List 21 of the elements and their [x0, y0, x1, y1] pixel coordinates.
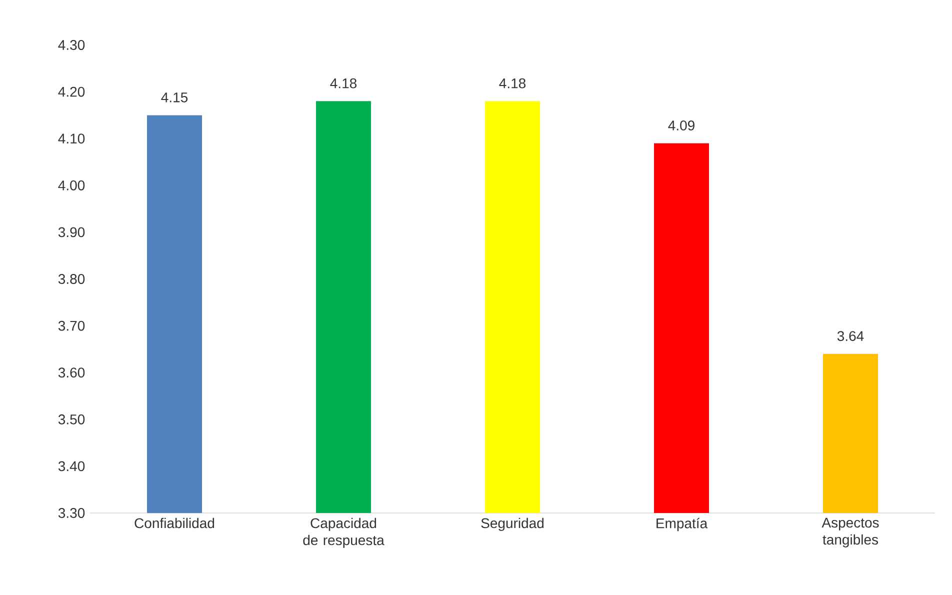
- y-tick-label: 3.40: [58, 461, 85, 472]
- x-tick-label: Capacidad de respuesta: [303, 518, 384, 548]
- data-label: 4.18: [330, 78, 357, 88]
- y-tick-label: 3.80: [58, 274, 85, 284]
- y-tick-label: 4.10: [58, 134, 85, 144]
- x-tick-label: Seguridad: [481, 518, 544, 531]
- y-tick-label: 3.70: [58, 320, 85, 331]
- y-tick-label: 4.00: [58, 180, 85, 190]
- y-tick-label: 3.30: [58, 508, 85, 518]
- y-tick-label: 3.60: [58, 368, 85, 378]
- data-label: 4.09: [668, 120, 694, 130]
- data-label: 4.18: [499, 78, 526, 88]
- data-label: 4.15: [161, 92, 188, 102]
- y-tick-label: 4.20: [58, 86, 85, 97]
- y-tick-label: 3.90: [58, 227, 85, 238]
- x-tick-label: Empatía: [656, 518, 708, 532]
- y-tick-label: 3.50: [58, 414, 85, 424]
- y-tick-label: 4.30: [58, 40, 85, 50]
- x-tick-label: Aspectos tangibles: [822, 518, 879, 548]
- x-tick-label: Confiabilidad: [134, 518, 214, 528]
- data-label: 3.64: [837, 331, 864, 342]
